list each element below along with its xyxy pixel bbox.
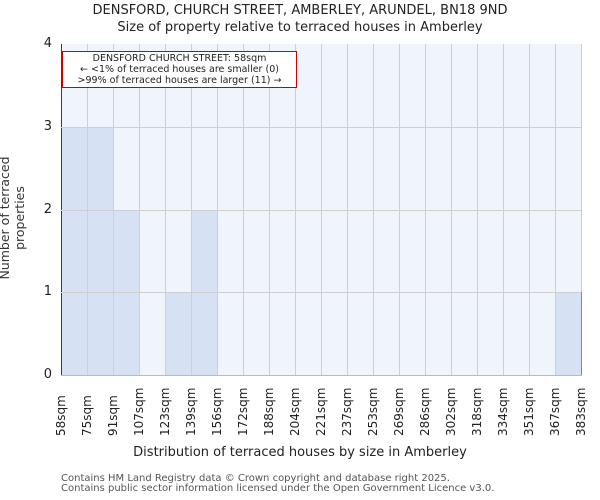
chart-subtitle: Size of property relative to terraced ho… — [117, 20, 483, 35]
horizontal-gridline — [61, 126, 581, 128]
histogram-bar — [165, 292, 192, 375]
y-tick-label: 3 — [43, 118, 52, 134]
x-tick-label: 58sqm — [54, 395, 68, 436]
x-tick-label: 351sqm — [522, 387, 536, 436]
histogram-bar — [61, 126, 88, 375]
x-tick-label: 204sqm — [288, 387, 302, 436]
horizontal-gridline — [61, 292, 581, 294]
x-tick-label: 172sqm — [236, 387, 250, 436]
x-tick-label: 253sqm — [366, 387, 380, 436]
x-tick-label: 221sqm — [314, 387, 328, 436]
chart-title: DENSFORD, CHURCH STREET, AMBERLEY, ARUND… — [92, 3, 508, 18]
plot-area — [61, 44, 582, 376]
y-tick-label: 1 — [43, 284, 52, 300]
horizontal-gridline — [61, 209, 581, 211]
y-tick-label: 0 — [43, 367, 52, 382]
y-axis-label: Number of terraced properties — [0, 156, 27, 280]
x-tick-label: 383sqm — [574, 387, 588, 436]
annotation-box: DENSFORD CHURCH STREET: 58sqm ← <1% of t… — [62, 51, 297, 88]
x-axis-label: Distribution of terraced houses by size … — [133, 445, 467, 460]
histogram-bar — [87, 126, 114, 375]
x-tick-label: 156sqm — [210, 387, 224, 436]
x-tick-label: 286sqm — [418, 387, 432, 436]
x-tick-label: 318sqm — [470, 387, 484, 436]
x-tick-label: 237sqm — [340, 387, 354, 436]
x-tick-label: 269sqm — [392, 387, 406, 436]
y-tick-label: 4 — [43, 36, 52, 51]
annotation-line-2: ← <1% of terraced houses are smaller (0) — [80, 64, 279, 75]
annotation-line-1: DENSFORD CHURCH STREET: 58sqm — [92, 53, 267, 64]
x-tick-label: 367sqm — [548, 387, 562, 436]
footer-licence: Contains public sector information licen… — [61, 483, 495, 494]
x-tick-label: 188sqm — [262, 387, 276, 436]
x-tick-label: 107sqm — [132, 387, 146, 436]
x-tick-label: 91sqm — [106, 395, 120, 436]
x-tick-label: 123sqm — [158, 387, 172, 436]
x-tick-label: 302sqm — [444, 387, 458, 436]
y-tick-label: 2 — [43, 201, 52, 217]
histogram-bar — [555, 292, 582, 375]
x-tick-label: 334sqm — [496, 387, 510, 436]
x-tick-label: 75sqm — [80, 395, 94, 436]
annotation-line-3: >99% of terraced houses are larger (11) … — [77, 75, 282, 86]
x-tick-label: 139sqm — [184, 387, 198, 436]
footer-copyright: Contains HM Land Registry data © Crown c… — [61, 473, 450, 484]
